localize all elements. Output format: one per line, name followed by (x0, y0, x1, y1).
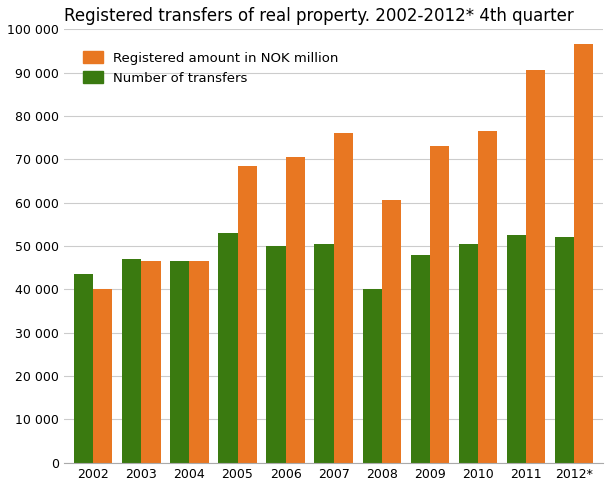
Bar (334, 133, 353, 463)
Text: Registered transfers of real property. 2002-2012* 4th quarter: Registered transfers of real property. 2… (65, 7, 574, 25)
Bar (122, 259, 142, 463)
Bar (362, 289, 382, 463)
Bar (382, 201, 401, 463)
Bar (93, 289, 112, 463)
Bar (411, 255, 430, 463)
Bar (218, 233, 237, 463)
Bar (74, 274, 93, 463)
Legend: Registered amount in NOK million, Number of transfers: Registered amount in NOK million, Number… (76, 44, 345, 91)
Bar (170, 261, 190, 463)
Bar (142, 261, 160, 463)
Bar (555, 237, 574, 463)
Bar (237, 166, 257, 463)
Bar (459, 244, 478, 463)
Bar (507, 235, 526, 463)
Bar (526, 70, 545, 463)
Bar (478, 131, 497, 463)
Bar (285, 157, 305, 463)
Bar (267, 246, 285, 463)
Bar (190, 261, 209, 463)
Bar (430, 146, 449, 463)
Bar (574, 44, 594, 463)
Bar (315, 244, 334, 463)
